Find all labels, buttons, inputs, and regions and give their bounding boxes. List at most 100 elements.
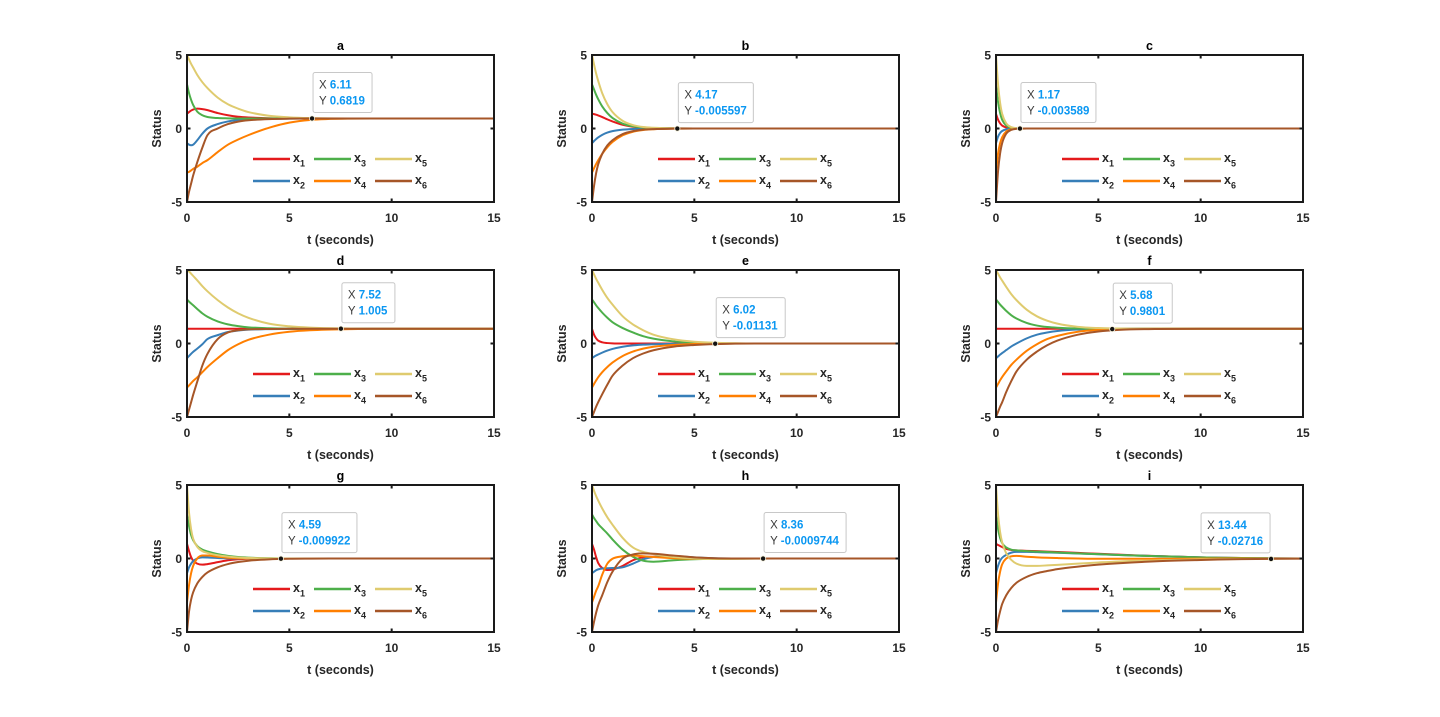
legend-label-subscript: 6 — [1231, 181, 1236, 191]
legend-label-base: x — [759, 581, 766, 595]
x-tick-label: 5 — [1095, 211, 1102, 225]
y-tick-label: -5 — [171, 196, 182, 210]
datatip-x-label: X — [770, 520, 778, 532]
y-axis-label: Status — [555, 109, 569, 147]
x-tick-label: 0 — [589, 426, 596, 440]
datatip-x-label: X — [288, 520, 296, 532]
x-tick-label: 0 — [184, 641, 191, 655]
x-tick-label: 0 — [589, 641, 596, 655]
x-tick-label: 5 — [1095, 641, 1102, 655]
datatip-x-value: 7.52 — [359, 290, 381, 302]
legend-label-subscript: 1 — [705, 589, 710, 599]
x-tick-label: 15 — [1296, 211, 1310, 225]
datatip-marker[interactable] — [1017, 126, 1022, 131]
legend-label-base: x — [354, 151, 361, 165]
legend-label-base: x — [1102, 388, 1109, 402]
datatip-x-value: 5.68 — [1130, 290, 1153, 302]
legend-label-subscript: 5 — [1231, 374, 1236, 384]
datatip-x-value: 1.17 — [1038, 90, 1060, 102]
y-tick-label: 0 — [580, 552, 587, 566]
legend-label-base: x — [1102, 173, 1109, 187]
datatip-x-row: X 4.17 — [684, 90, 717, 102]
datatip-y-row: Y -0.02716 — [1207, 536, 1263, 548]
datatip-marker[interactable] — [278, 556, 283, 561]
datatip-marker[interactable] — [338, 326, 343, 331]
y-tick-label: 0 — [984, 122, 991, 136]
datatip-x-label: X — [722, 305, 730, 317]
datatip-y-row: Y 0.6819 — [319, 95, 365, 107]
datatip-x-value: 4.59 — [299, 520, 321, 532]
datatip-x-row: X 6.11 — [319, 79, 352, 91]
y-tick-label: 0 — [580, 122, 587, 136]
legend-label-subscript: 2 — [1109, 396, 1114, 406]
datatip-marker[interactable] — [1110, 326, 1115, 331]
datatip-marker[interactable] — [713, 341, 718, 346]
legend-label-subscript: 2 — [300, 181, 305, 191]
x-tick-label: 0 — [993, 211, 1000, 225]
datatip-y-value: -0.003589 — [1038, 106, 1090, 118]
subplot-title: g — [337, 469, 345, 483]
y-axis-label: Status — [150, 324, 164, 362]
legend-label-subscript: 3 — [361, 159, 366, 169]
legend-label-subscript: 6 — [1231, 611, 1236, 621]
datatip-y-value: -0.009922 — [299, 536, 351, 548]
legend-label-base: x — [1224, 581, 1231, 595]
x-tick-label: 15 — [487, 426, 501, 440]
legend-label-subscript: 4 — [361, 396, 366, 406]
x-axis-label: t (seconds) — [307, 233, 374, 247]
datatip-x-label: X — [684, 90, 692, 102]
y-tick-label: -5 — [576, 626, 587, 640]
subplot-title: h — [742, 469, 750, 483]
legend-label-subscript: 2 — [300, 611, 305, 621]
datatip-marker[interactable] — [309, 116, 314, 121]
legend-label-base: x — [698, 151, 705, 165]
legend-label-base: x — [698, 603, 705, 617]
datatip-y-label: Y — [319, 95, 327, 107]
y-tick-label: 0 — [175, 337, 182, 351]
x-tick-label: 0 — [993, 426, 1000, 440]
legend-label-subscript: 1 — [705, 159, 710, 169]
y-tick-label: 5 — [984, 264, 991, 278]
datatip-x-row: X 4.59 — [288, 520, 321, 532]
datatip-marker[interactable] — [761, 556, 766, 561]
legend-label-subscript: 6 — [422, 396, 427, 406]
subplot-title: i — [1148, 469, 1151, 483]
datatip-x-label: X — [1207, 520, 1215, 532]
legend-label-base: x — [1163, 151, 1170, 165]
y-tick-label: 5 — [175, 49, 182, 63]
legend-label-base: x — [820, 366, 827, 380]
datatip-marker[interactable] — [1268, 556, 1273, 561]
datatip-y-label: Y — [1027, 106, 1035, 118]
legend-label-base: x — [293, 581, 300, 595]
legend-label-base: x — [820, 581, 827, 595]
x-tick-label: 15 — [487, 641, 501, 655]
x-axis-label: t (seconds) — [712, 233, 779, 247]
x-tick-label: 5 — [691, 211, 698, 225]
x-tick-label: 15 — [487, 211, 501, 225]
legend-label-subscript: 4 — [766, 611, 771, 621]
datatip-y-row: Y 1.005 — [348, 306, 388, 318]
y-axis-label: Status — [959, 539, 973, 577]
datatip-y-label: Y — [684, 106, 692, 118]
x-tick-label: 15 — [892, 641, 906, 655]
x-tick-label: 10 — [790, 426, 804, 440]
datatip-x-label: X — [1119, 290, 1127, 302]
datatip-x-row: X 1.17 — [1027, 90, 1060, 102]
x-tick-label: 15 — [892, 426, 906, 440]
datatip-x-label: X — [1027, 90, 1035, 102]
datatip-x-label: X — [348, 290, 356, 302]
legend-label-base: x — [1224, 151, 1231, 165]
legend-label-base: x — [293, 388, 300, 402]
legend-label-subscript: 5 — [422, 159, 427, 169]
x-tick-label: 0 — [184, 211, 191, 225]
datatip-marker[interactable] — [675, 126, 680, 131]
datatip-x-row: X 6.02 — [722, 305, 755, 317]
legend-label-base: x — [698, 366, 705, 380]
legend-label-base: x — [293, 366, 300, 380]
legend-label-base: x — [1102, 603, 1109, 617]
datatip-y-row: Y -0.005597 — [684, 106, 746, 118]
y-tick-label: -5 — [980, 411, 991, 425]
legend-label-base: x — [415, 581, 422, 595]
datatip-y-value: -0.0009744 — [781, 536, 840, 548]
y-tick-label: 0 — [175, 122, 182, 136]
